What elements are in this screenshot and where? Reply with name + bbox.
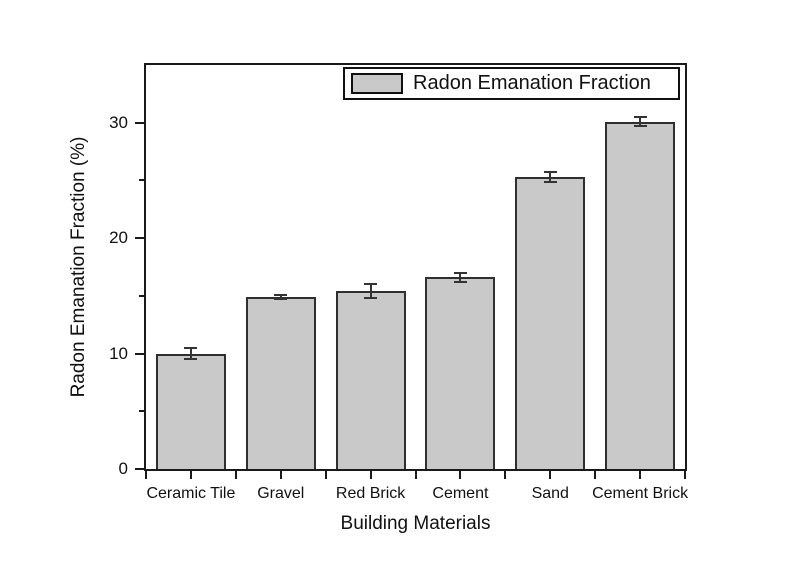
error-bar-cap [453,271,467,274]
x-axis-category-label: Ceramic Tile [146,485,236,502]
x-axis-tick [369,471,372,479]
error-bar-cap [274,298,288,301]
legend-label: Radon Emanation Fraction [413,72,651,94]
x-axis-tick [459,471,462,479]
x-axis-tick [684,471,686,479]
legend-swatch [351,73,403,94]
x-axis-tick [189,471,192,479]
x-axis-tick [279,471,282,479]
error-bar [459,272,462,282]
error-bar [279,294,282,300]
y-axis-minor-tick [139,179,144,182]
y-axis-major-tick [135,468,144,470]
bar-cement [425,277,496,469]
x-axis-tick [504,471,507,479]
bar-cement-brick [605,121,676,469]
error-bar [369,284,372,299]
x-axis-tick [324,471,327,479]
x-axis-tick [639,471,642,479]
y-axis-minor-tick [139,410,144,413]
error-bar-cap [543,180,557,183]
bar-red-brick [335,291,406,469]
y-axis-major-tick [135,237,144,240]
plot-area: Radon Emanation Fraction [135,63,687,479]
error-bar-cap [633,125,647,128]
x-axis-category-label: Gravel [257,485,305,502]
error-bar-cap [364,283,378,286]
y-axis-major-tick [135,121,144,124]
bar-ceramic-tile [155,353,226,469]
x-axis-title: Building Materials [340,513,491,534]
error-bar-cap [633,115,647,118]
x-axis-category-label: Sand [531,485,569,502]
legend: Radon Emanation Fraction [343,67,680,100]
bar-gravel [245,297,316,469]
x-axis-category-label: Cement [432,485,489,502]
error-bar-cap [453,281,467,283]
y-axis-minor-tick [139,294,144,297]
y-axis-tick-label: 30 [109,112,128,132]
error-bar-cap [184,346,198,349]
error-bar [189,347,192,360]
x-axis-tick [414,471,417,479]
y-axis-tick-label: 0 [118,459,128,478]
error-bar-cap [364,297,378,300]
x-axis-tick [594,471,597,479]
x-axis-tick [145,471,147,479]
y-axis-tick-label: 10 [109,343,128,363]
error-bar [549,172,552,182]
x-axis-tick [234,471,237,479]
x-axis-category-label: Cement Brick [592,485,689,502]
x-axis-tick [549,471,552,479]
x-axis-category-label: Red Brick [335,485,406,502]
error-bar-cap [543,171,557,174]
y-axis-major-tick [135,352,144,355]
error-bar-cap [274,293,288,296]
y-axis-tick-label: 20 [109,228,128,248]
bar-sand [515,176,586,469]
error-bar-cap [184,358,198,361]
error-bar [639,116,642,127]
